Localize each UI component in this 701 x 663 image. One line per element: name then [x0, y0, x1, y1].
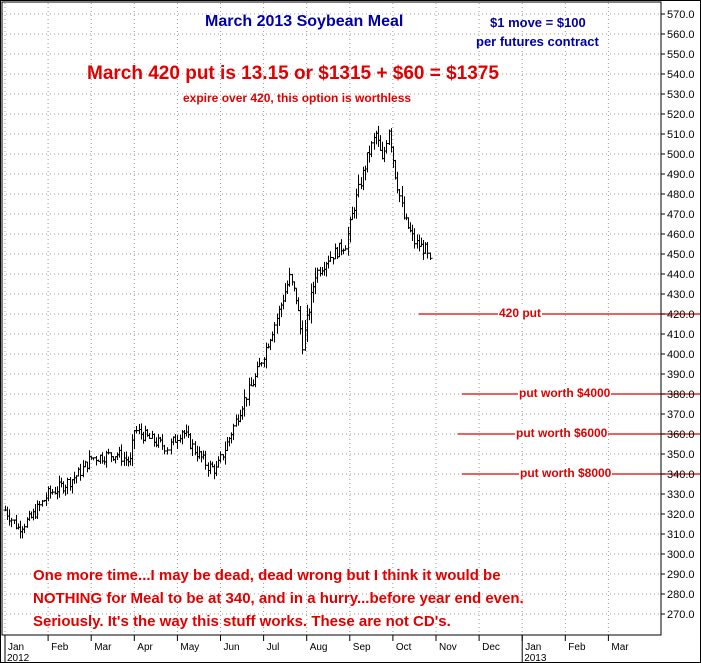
y-tick-label: 360.0 [667, 429, 695, 441]
plot-border [1, 1, 662, 636]
level-label-340: put worth $8000 [519, 466, 613, 480]
subheadline-annotation: expire over 420, this option is worthles… [183, 91, 412, 105]
chart-title: March 2013 Soybean Meal [205, 13, 404, 30]
y-tick-label: 280.0 [667, 589, 695, 601]
x-tick-label: Feb [568, 642, 586, 653]
y-tick-label: 410.0 [667, 329, 695, 341]
y-tick-label: 500.0 [667, 149, 695, 161]
x-tick-label: Dec [482, 642, 500, 653]
year-label: 2013 [524, 653, 547, 663]
contract-note-line-1: $1 move = $100 [490, 15, 586, 30]
y-tick-label: 530.0 [667, 89, 695, 101]
y-tick-label: 340.0 [667, 469, 695, 481]
y-tick-label: 390.0 [667, 369, 695, 381]
y-tick-label: 520.0 [667, 109, 695, 121]
y-tick-label: 430.0 [667, 289, 695, 301]
level-label-380: put worth $4000 [518, 386, 612, 400]
y-tick-label: 450.0 [667, 249, 695, 261]
x-tick-label: Jun [224, 642, 240, 653]
y-tick-label: 310.0 [667, 529, 695, 541]
comment-line-1: One more time...I may be dead, dead wron… [33, 567, 501, 584]
x-tick-label: Nov [439, 642, 457, 653]
contract-note-line-2: per futures contract [476, 34, 599, 49]
x-tick-label: Sep [353, 642, 371, 653]
y-tick-label: 300.0 [667, 549, 695, 561]
y-tick-label: 570.0 [667, 9, 695, 21]
y-tick-label: 270.0 [667, 609, 695, 621]
y-tick-label: 400.0 [667, 349, 695, 361]
comment-line-3: Seriously. It's the way this stuff works… [33, 613, 451, 630]
y-tick-label: 350.0 [667, 449, 695, 461]
y-tick-label: 480.0 [667, 189, 695, 201]
y-tick-label: 510.0 [667, 129, 695, 141]
y-tick-label: 560.0 [667, 29, 695, 41]
y-tick-label: 490.0 [667, 169, 695, 181]
y-tick-label: 460.0 [667, 229, 695, 241]
y-tick-label: 440.0 [667, 269, 695, 281]
x-tick-label: Oct [396, 642, 412, 653]
y-tick-label: 420.0 [667, 309, 695, 321]
y-tick-label: 320.0 [667, 509, 695, 521]
comment-line-2: NOTHING for Meal to be at 340, and in a … [33, 590, 524, 607]
level-label-420-put: 420 put [498, 306, 543, 320]
y-tick-label: 380.0 [667, 389, 695, 401]
x-tick-label: Jan [8, 642, 24, 653]
y-tick-label: 470.0 [667, 209, 695, 221]
y-tick-label: 540.0 [667, 69, 695, 81]
x-tick-label: Mar [611, 642, 629, 653]
price-bars [3, 125, 433, 539]
x-tick-label: Aug [310, 642, 328, 653]
y-tick-label: 290.0 [667, 569, 695, 581]
x-tick-label: Feb [51, 642, 69, 653]
x-tick-label: May [180, 642, 199, 653]
x-tick-label: Jan [525, 642, 541, 653]
x-tick-label: Apr [137, 642, 153, 653]
year-label: 2012 [7, 653, 30, 663]
x-tick-label: Mar [94, 642, 112, 653]
x-tick-label: Jul [267, 642, 280, 653]
y-tick-label: 370.0 [667, 409, 695, 421]
y-tick-label: 330.0 [667, 489, 695, 501]
level-label-360: put worth $6000 [515, 426, 609, 440]
price-axis: 270.0 280.0 290.0 300.0 310.0 320.0 330.0 340.0… [661, 9, 695, 621]
time-axis: Jan Feb Mar Apr May Jun Jul Aug Sep Oct Nov Dec Jan F… [4, 635, 629, 663]
headline-annotation: March 420 put is 13.15 or $1315 + $60 = … [87, 63, 499, 84]
y-tick-label: 550.0 [667, 49, 695, 61]
